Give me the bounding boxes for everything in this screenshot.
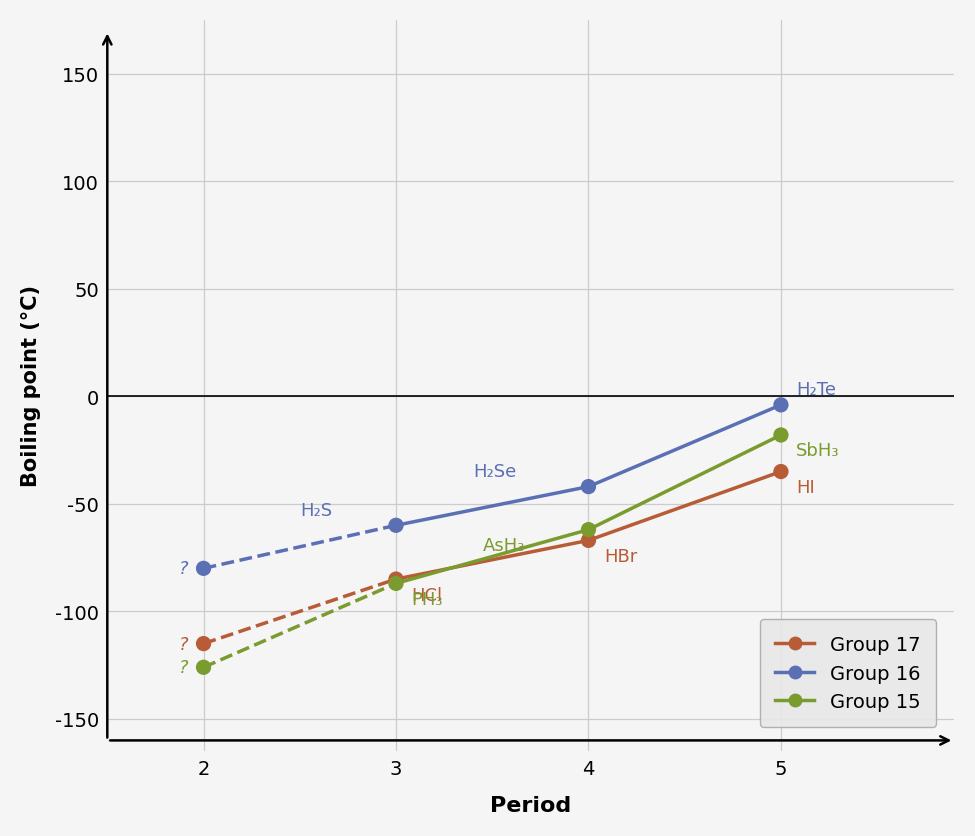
Text: SbH₃: SbH₃ — [797, 442, 839, 460]
Point — [773, 429, 789, 442]
Text: ?: ? — [178, 559, 188, 578]
Group 15 — [583, 525, 595, 535]
Point — [773, 466, 789, 479]
Text: HI: HI — [797, 478, 815, 497]
Line: Group 17: Group 17 — [396, 472, 781, 579]
Point — [581, 534, 597, 548]
Point — [388, 519, 404, 533]
Point — [196, 660, 212, 674]
Group 16 — [775, 400, 787, 410]
Group 15 — [775, 431, 787, 441]
Group 17 — [390, 574, 402, 584]
Y-axis label: Boiling point (°C): Boiling point (°C) — [20, 285, 41, 487]
X-axis label: Period: Period — [490, 795, 571, 815]
Group 16 — [390, 521, 402, 531]
Group 17 — [775, 467, 787, 477]
Text: ?: ? — [178, 659, 188, 676]
Text: ?: ? — [178, 635, 188, 653]
Point — [388, 577, 404, 590]
Line: Group 16: Group 16 — [396, 405, 781, 526]
Point — [196, 562, 212, 575]
Point — [581, 523, 597, 537]
Text: PH₃: PH₃ — [411, 590, 443, 608]
Point — [196, 637, 212, 650]
Text: HBr: HBr — [604, 548, 637, 565]
Text: AsH₃: AsH₃ — [483, 537, 525, 554]
Text: H₂S: H₂S — [299, 502, 332, 519]
Group 16 — [583, 482, 595, 492]
Point — [581, 481, 597, 494]
Group 15 — [390, 579, 402, 589]
Group 17 — [583, 536, 595, 546]
Legend: Group 17, Group 16, Group 15: Group 17, Group 16, Group 15 — [760, 619, 936, 727]
Text: HCl: HCl — [411, 586, 443, 604]
Point — [773, 399, 789, 412]
Point — [388, 573, 404, 586]
Text: H₂Te: H₂Te — [797, 381, 837, 399]
Line: Group 15: Group 15 — [396, 436, 781, 584]
Text: H₂Se: H₂Se — [473, 462, 516, 481]
